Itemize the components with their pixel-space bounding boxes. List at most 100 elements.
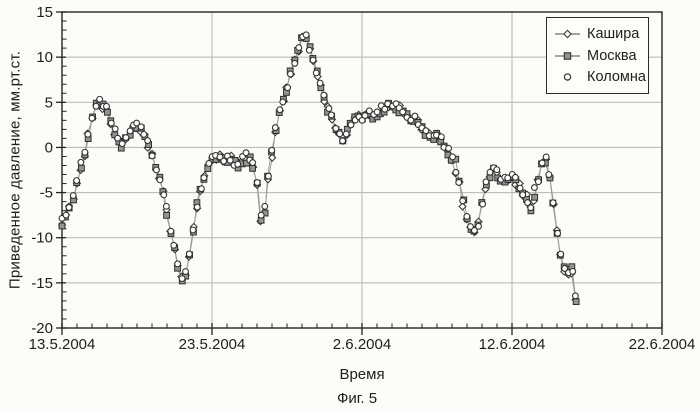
data-point [399,108,407,116]
data-point [361,112,369,120]
data-point [162,202,170,210]
data-point [445,144,453,152]
x-tick-label: 13.5.2004 [29,336,96,353]
data-point [459,197,467,205]
data-point [174,260,182,268]
data-point [545,171,553,178]
data-point [470,226,478,234]
data-point [284,84,292,92]
data-point [571,292,579,300]
data-point [111,125,119,133]
data-point [332,124,340,132]
data-point [572,298,580,305]
data-point [549,199,557,207]
data-point [167,227,175,235]
data-point [122,134,130,142]
data-point [531,193,539,201]
data-point [163,211,170,219]
data-point [347,121,355,129]
data-point [73,177,81,184]
diamond-line-marker-icon [555,29,580,39]
y-tick-label: 10 [36,49,53,66]
data-point [185,250,193,258]
data-point [144,137,152,145]
data-point [381,105,389,113]
data-point [220,157,228,165]
data-point [133,119,141,127]
y-tick-label: -20 [31,320,53,337]
data-point [407,116,415,124]
legend-item-kashira: Кашира [554,26,644,42]
x-tick-label: 2.6.2004 [333,336,391,353]
y-tick-label: 0 [45,139,53,156]
y-tick-label: -5 [40,185,53,202]
x-axis-title: Время [339,366,385,383]
data-point [327,111,335,119]
data-point [527,204,535,212]
data-point [458,202,467,211]
legend-label-kolomna: Коломна [587,69,646,86]
data-point [516,184,524,192]
data-point [524,199,531,207]
data-point [342,130,350,138]
data-point [182,268,189,275]
data-point [511,173,519,181]
data-point [569,267,577,275]
data-point [170,241,178,249]
data-point [140,130,148,138]
data-point [336,130,344,138]
data-point [486,168,494,176]
data-point [58,222,66,230]
data-point [257,211,265,219]
data-point [475,222,482,230]
data-point [197,185,205,193]
data-point [455,178,463,186]
data-point [320,91,328,99]
figure-caption: Фиг. 5 [336,390,378,407]
y-axis-title: Приведенное давление, мм.рт.ст. [6,50,24,290]
data-point [65,203,73,211]
data-point [271,124,279,132]
data-point [291,59,299,67]
data-point [193,203,201,211]
data-point [554,229,562,237]
data-point [69,192,77,199]
data-point [226,156,234,164]
data-point [493,166,501,174]
data-point [561,265,569,272]
data-point [200,174,208,182]
data-point [160,191,168,199]
data-point [189,226,197,234]
y-tick-label: -10 [31,230,53,247]
data-point [242,149,250,157]
data-point [411,112,419,120]
data-point [339,137,347,145]
data-point [482,178,490,186]
data-point [126,127,134,135]
data-point [62,211,70,219]
data-point [557,250,565,258]
data-point [479,200,487,208]
series-markers-3 [58,31,579,300]
data-point [234,160,242,168]
data-point [152,166,160,174]
data-point [519,191,527,199]
data-point [452,168,460,176]
x-tick-label: 23.5.2004 [179,336,246,353]
legend-item-moskva: Москва [554,48,644,64]
data-point [84,130,92,138]
data-point [107,119,115,127]
y-tick-label: -15 [31,275,53,292]
data-point [504,174,512,182]
data-point [268,146,276,154]
data-point [422,127,430,135]
data-point [88,114,96,122]
data-point [279,98,287,106]
data-point [249,164,256,172]
data-point [81,148,89,156]
data-point [365,107,373,115]
data-point [216,153,224,161]
data-point [118,140,126,148]
data-point [114,134,122,142]
data-point [538,159,546,167]
